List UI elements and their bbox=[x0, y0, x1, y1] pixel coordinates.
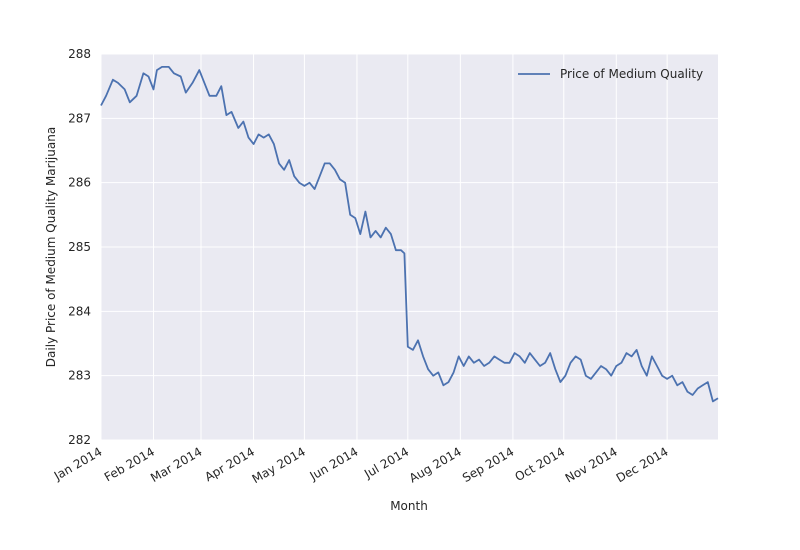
x-tick-label: Feb 2014 bbox=[102, 444, 157, 484]
x-tick-label: Mar 2014 bbox=[148, 444, 204, 485]
x-tick-label: Jan 2014 bbox=[51, 444, 105, 483]
x-axis-label: Month bbox=[390, 499, 428, 513]
x-tick-label: Aug 2014 bbox=[407, 444, 464, 485]
x-tick-label: May 2014 bbox=[250, 444, 308, 486]
x-tick-label: Nov 2014 bbox=[563, 444, 620, 485]
y-tick-label: 282 bbox=[68, 433, 91, 447]
x-tick-label: Jun 2014 bbox=[307, 444, 361, 483]
y-tick-label: 284 bbox=[68, 304, 91, 318]
legend-label: Price of Medium Quality bbox=[560, 67, 703, 81]
y-tick-label: 288 bbox=[68, 47, 91, 61]
x-tick-label: Jul 2014 bbox=[361, 444, 411, 481]
y-axis-label: Daily Price of Medium Quality Marijuana bbox=[44, 127, 58, 367]
x-tick-label: Apr 2014 bbox=[202, 444, 257, 484]
x-tick-label: Sep 2014 bbox=[460, 444, 516, 485]
y-tick-label: 283 bbox=[68, 369, 91, 383]
y-tick-label: 285 bbox=[68, 240, 91, 254]
x-tick-label: Dec 2014 bbox=[614, 444, 671, 485]
line-series bbox=[100, 66, 719, 403]
x-tick-label: Oct 2014 bbox=[513, 444, 568, 484]
y-tick-label: 287 bbox=[68, 111, 91, 125]
y-tick-label: 286 bbox=[68, 176, 91, 190]
